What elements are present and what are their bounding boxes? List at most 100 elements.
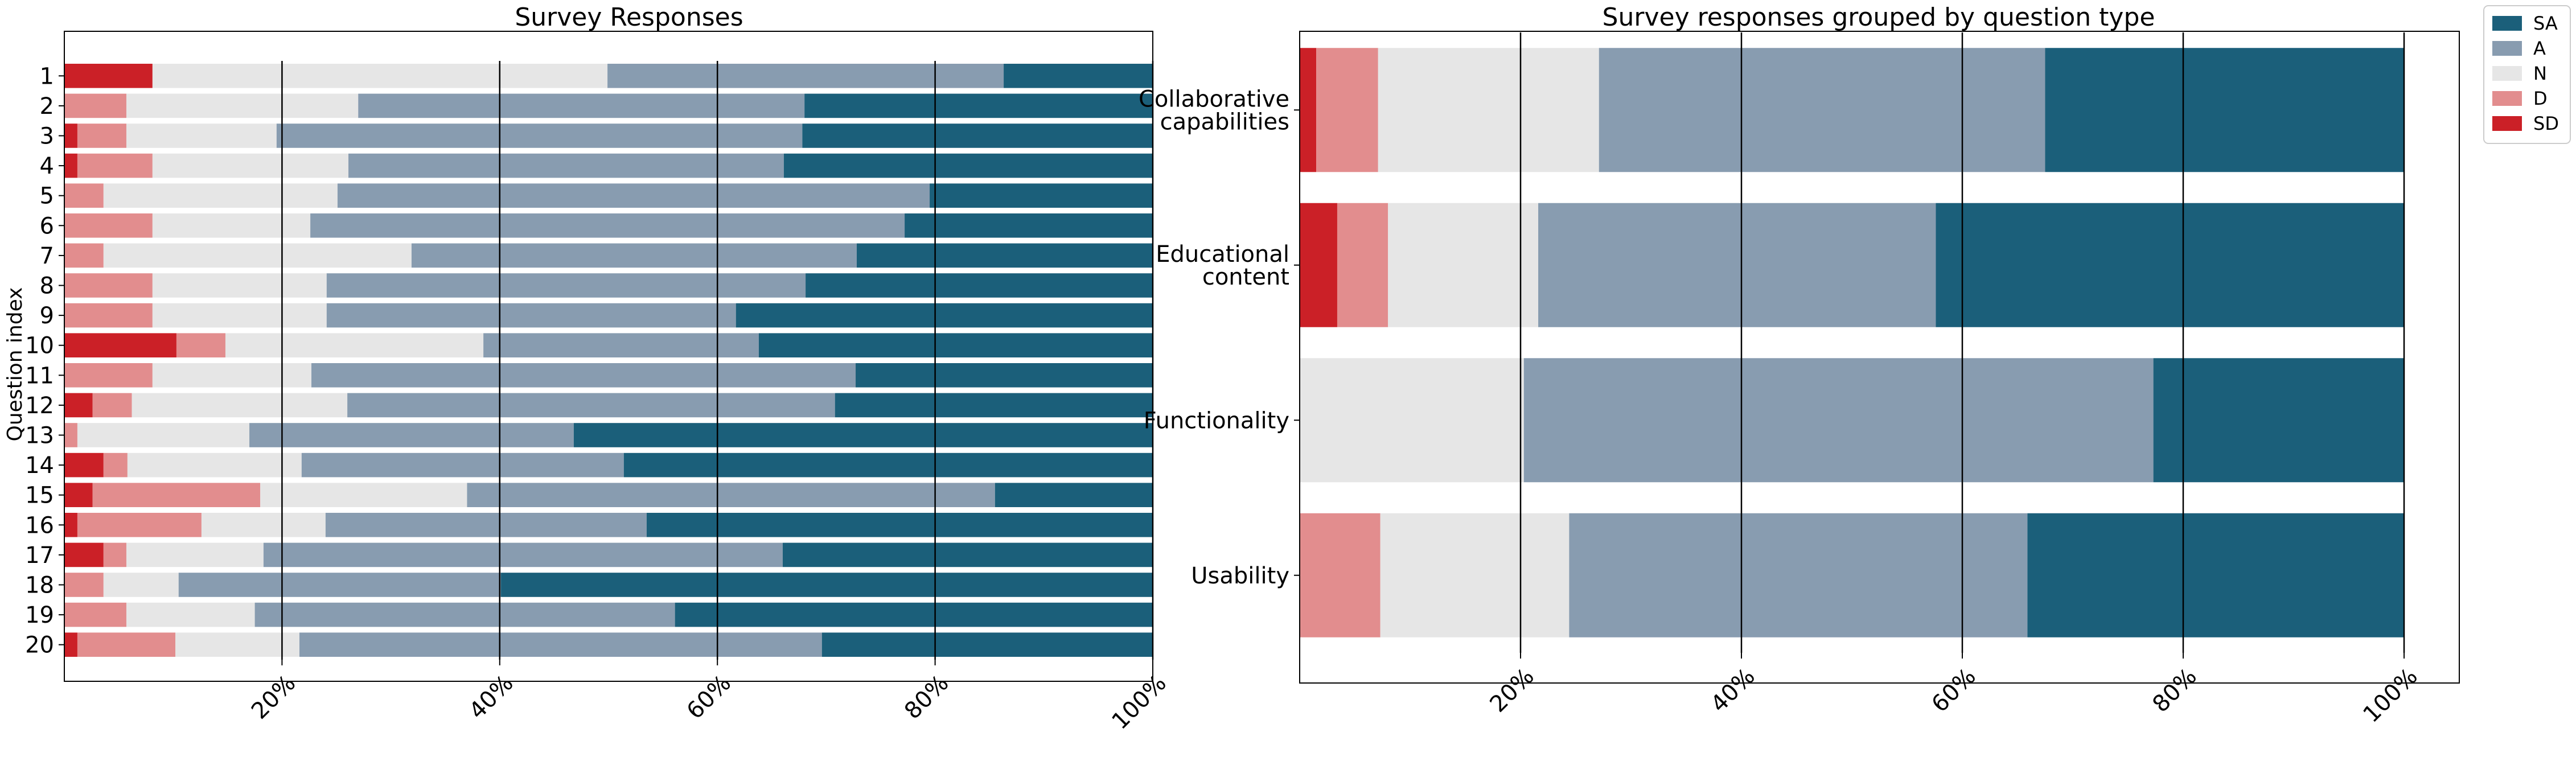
bar-sa-q4	[783, 153, 1153, 178]
bar-n-q7	[103, 243, 412, 268]
legend-swatch-sd	[2492, 116, 2522, 131]
bar-n-q3	[126, 124, 277, 148]
x-tick-label: 20%	[246, 670, 301, 724]
bar-n-q13	[77, 423, 250, 447]
bar-sa-q9	[736, 303, 1153, 328]
bar-n-q6	[152, 213, 311, 238]
bars	[1300, 48, 2404, 637]
bar-a-q18	[178, 573, 501, 597]
y-tick-label: 19	[25, 602, 54, 628]
y-tick-label: 12	[25, 393, 54, 419]
x-tick-labels: 20% 40% 60% 80% 100%	[246, 660, 1172, 735]
bar-sa-q20	[821, 632, 1153, 657]
bar-a-q11	[311, 363, 856, 388]
bar-n-q8	[152, 273, 327, 298]
bar-n-q19	[126, 602, 255, 627]
x-tick-label: 40%	[1706, 663, 1760, 717]
bar-a-q8	[326, 273, 806, 298]
chart-grouped-responses: Survey responses grouped by question typ…	[1139, 3, 2460, 728]
y-tick-label: 20	[25, 632, 54, 659]
bar-sa-q3	[802, 124, 1153, 148]
bar-a-q14	[301, 452, 624, 478]
bar-n-q3	[1300, 358, 1524, 483]
bar-sa-q5	[930, 183, 1153, 208]
legend-frame	[2483, 5, 2571, 144]
y-tick-label: 9	[40, 303, 54, 329]
bar-d-q2	[1337, 203, 1388, 327]
y-tick-label: 2	[40, 93, 54, 120]
bar-d-q5	[64, 183, 104, 208]
y-tick-label: 8	[40, 273, 54, 299]
bar-sa-q1	[1004, 63, 1153, 88]
bar-a-q4	[348, 153, 784, 178]
y-axis-label: Question index	[3, 287, 27, 442]
x-tick-label: 60%	[1926, 663, 1981, 717]
x-tick-label: 80%	[899, 670, 954, 724]
bar-sd-q14	[64, 452, 104, 478]
bar-n-q15	[260, 483, 467, 508]
y-tick-labels: Collaborative capabilities Educational cont…	[1139, 86, 1300, 589]
y-tick-label: Educational content	[1156, 241, 1289, 290]
bar-sa-q6	[905, 213, 1153, 238]
bar-sa-q7	[856, 243, 1153, 268]
legend-swatch-d	[2492, 91, 2522, 106]
bar-sa-q15	[995, 483, 1153, 508]
bar-sd-q10	[64, 333, 176, 358]
x-tick-label: 100%	[2358, 663, 2422, 727]
y-tick-label: Collaborative capabilities	[1139, 86, 1289, 135]
y-tick-label: Functionality	[1144, 408, 1289, 434]
y-tick-label: 6	[40, 213, 54, 239]
bar-d-q20	[77, 632, 176, 657]
x-tick-label: 60%	[682, 670, 736, 724]
y-tick-label: 13	[25, 423, 54, 449]
bar-a-q1	[607, 63, 1004, 88]
bar-a-q6	[310, 213, 905, 238]
bar-n-q12	[132, 393, 348, 418]
x-tick-label: 20%	[1485, 663, 1539, 717]
bar-sa-q17	[782, 542, 1153, 567]
bar-a-q12	[347, 393, 835, 418]
bar-d-q17	[103, 542, 126, 567]
bar-n-q5	[103, 183, 338, 208]
bar-d-q4	[77, 153, 153, 178]
bar-a-q15	[467, 483, 995, 508]
bar-n-q11	[152, 363, 312, 388]
y-tick-label: 16	[25, 512, 54, 538]
bar-a-q9	[326, 303, 736, 328]
bar-n-q17	[126, 542, 264, 567]
bar-sa-q11	[856, 363, 1153, 388]
plot-frame	[1299, 31, 2460, 684]
bar-a-q19	[254, 602, 675, 627]
y-tick-label: 18	[25, 573, 54, 599]
bar-sa-q1	[2045, 48, 2404, 172]
bar-a-q3	[1523, 358, 2154, 483]
bar-sd-q4	[64, 153, 77, 178]
bar-a-q16	[325, 512, 647, 537]
bars	[64, 63, 1153, 657]
bar-sd-q2	[1300, 203, 1337, 327]
bar-sa-q10	[758, 333, 1153, 358]
bar-sd-q20	[64, 632, 77, 657]
bar-a-q1	[1599, 48, 2045, 172]
bar-sd-q15	[64, 483, 93, 508]
legend-swatch-n	[2492, 66, 2522, 81]
legend-label-d: D	[2533, 88, 2548, 109]
legend-label-sd: SD	[2533, 113, 2559, 134]
bar-sa-q14	[623, 452, 1153, 478]
bar-n-q2	[1388, 203, 1539, 327]
bar-sa-q16	[646, 512, 1153, 537]
bar-d-q4	[1300, 513, 1381, 637]
bar-n-q18	[103, 573, 179, 597]
bar-n-q1	[152, 63, 608, 88]
chart-title: Survey Responses	[515, 3, 743, 32]
gridlines	[1519, 32, 2405, 653]
bar-d-q2	[64, 93, 126, 118]
bar-sd-q1	[64, 63, 153, 88]
bar-d-q11	[64, 363, 153, 388]
bar-a-q4	[1569, 513, 2028, 637]
bar-sa-q19	[675, 602, 1153, 627]
x-tick-label: 100%	[1107, 670, 1171, 734]
bar-d-q14	[103, 452, 128, 478]
